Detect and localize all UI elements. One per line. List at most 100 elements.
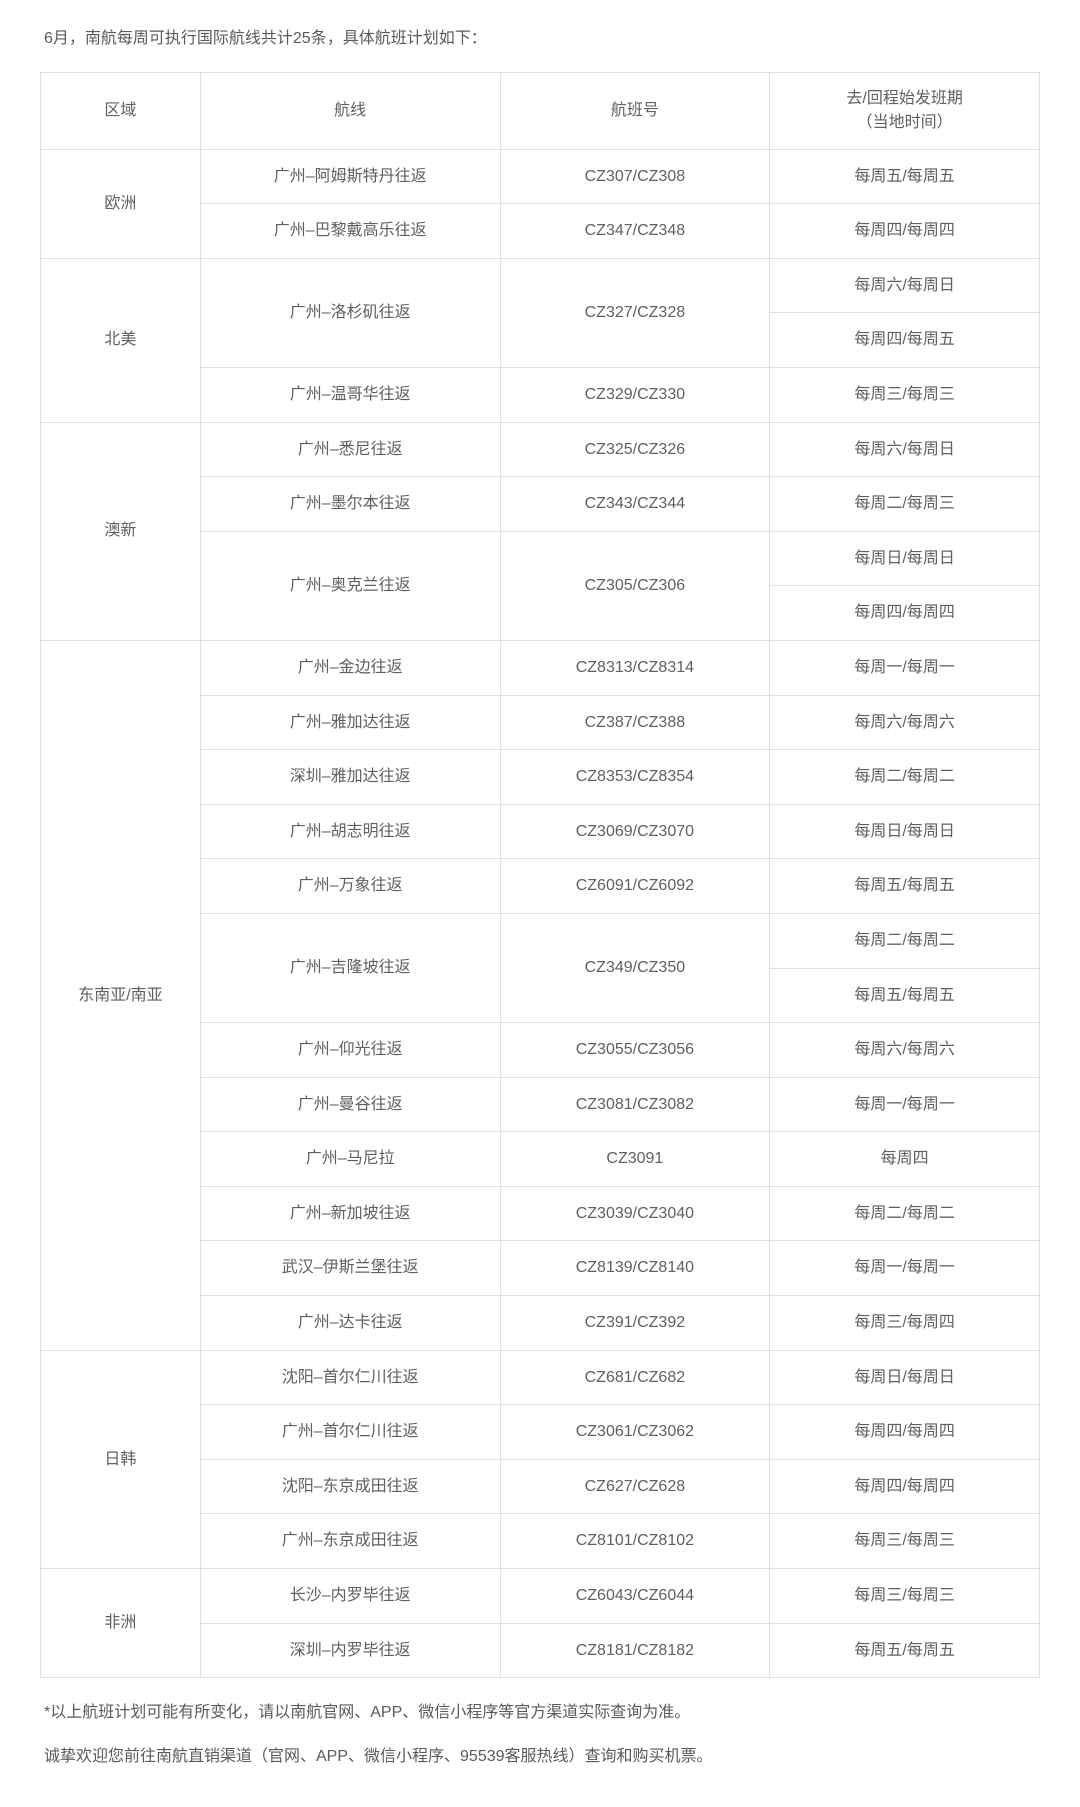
cell-schedule: 每周四/每周四 <box>770 586 1040 641</box>
cell-schedule: 每周一/每周一 <box>770 1077 1040 1132</box>
cell-flightno: CZ3039/CZ3040 <box>500 1186 770 1241</box>
cell-flightno: CZ6043/CZ6044 <box>500 1569 770 1624</box>
cell-route: 广州–胡志明往返 <box>200 804 500 859</box>
col-schedule-line1: 去/回程始发班期 <box>846 90 962 107</box>
cell-route: 广州–达卡往返 <box>200 1296 500 1351</box>
flight-schedule-table: 区域 航线 航班号 去/回程始发班期 （当地时间） 欧洲广州–阿姆斯特丹往返CZ… <box>40 72 1040 1679</box>
cell-region: 东南亚/南亚 <box>41 640 201 1350</box>
cell-schedule: 每周二/每周二 <box>770 1186 1040 1241</box>
cell-region: 北美 <box>41 258 201 422</box>
cell-schedule: 每周四/每周四 <box>770 1405 1040 1460</box>
cell-flightno: CZ8101/CZ8102 <box>500 1514 770 1569</box>
cell-flightno: CZ325/CZ326 <box>500 422 770 477</box>
col-route: 航线 <box>200 72 500 149</box>
cell-schedule: 每周五/每周五 <box>770 859 1040 914</box>
cell-route: 广州–奥克兰往返 <box>200 531 500 640</box>
cell-schedule: 每周日/每周日 <box>770 531 1040 586</box>
cell-schedule: 每周六/每周日 <box>770 422 1040 477</box>
cell-flightno: CZ305/CZ306 <box>500 531 770 640</box>
cell-flightno: CZ8181/CZ8182 <box>500 1623 770 1678</box>
cell-route: 广州–阿姆斯特丹往返 <box>200 149 500 204</box>
cell-flightno: CZ347/CZ348 <box>500 204 770 259</box>
cell-route: 广州–雅加达往返 <box>200 695 500 750</box>
cell-route: 广州–洛杉矶往返 <box>200 258 500 367</box>
cell-schedule: 每周三/每周三 <box>770 367 1040 422</box>
cell-route: 广州–万象往返 <box>200 859 500 914</box>
cell-flightno: CZ8313/CZ8314 <box>500 640 770 695</box>
cell-schedule: 每周四/每周四 <box>770 1459 1040 1514</box>
cell-route: 广州–吉隆坡往返 <box>200 913 500 1022</box>
cell-route: 沈阳–东京成田往返 <box>200 1459 500 1514</box>
cell-flightno: CZ627/CZ628 <box>500 1459 770 1514</box>
cell-flightno: CZ3069/CZ3070 <box>500 804 770 859</box>
cell-route: 广州–首尔仁川往返 <box>200 1405 500 1460</box>
cell-region: 欧洲 <box>41 149 201 258</box>
cell-schedule: 每周三/每周三 <box>770 1514 1040 1569</box>
cell-route: 广州–温哥华往返 <box>200 367 500 422</box>
cell-route: 深圳–雅加达往返 <box>200 750 500 805</box>
cell-schedule: 每周六/每周日 <box>770 258 1040 313</box>
cell-flightno: CZ307/CZ308 <box>500 149 770 204</box>
cell-route: 广州–东京成田往返 <box>200 1514 500 1569</box>
cell-schedule: 每周五/每周五 <box>770 968 1040 1023</box>
cell-route: 广州–曼谷往返 <box>200 1077 500 1132</box>
table-row: 日韩沈阳–首尔仁川往返CZ681/CZ682每周日/每周日 <box>41 1350 1040 1405</box>
cell-route: 广州–金边往返 <box>200 640 500 695</box>
cell-schedule: 每周日/每周日 <box>770 804 1040 859</box>
cell-schedule: 每周二/每周二 <box>770 750 1040 805</box>
cell-route: 广州–马尼拉 <box>200 1132 500 1187</box>
cell-schedule: 每周四/每周四 <box>770 204 1040 259</box>
cell-flightno: CZ329/CZ330 <box>500 367 770 422</box>
cell-flightno: CZ8139/CZ8140 <box>500 1241 770 1296</box>
cell-flightno: CZ8353/CZ8354 <box>500 750 770 805</box>
cell-schedule: 每周三/每周四 <box>770 1296 1040 1351</box>
table-row: 澳新广州–悉尼往返CZ325/CZ326每周六/每周日 <box>41 422 1040 477</box>
cell-schedule: 每周二/每周三 <box>770 477 1040 532</box>
cell-schedule: 每周六/每周六 <box>770 1023 1040 1078</box>
cell-route: 广州–悉尼往返 <box>200 422 500 477</box>
cell-flightno: CZ343/CZ344 <box>500 477 770 532</box>
cell-schedule: 每周三/每周三 <box>770 1569 1040 1624</box>
cell-flightno: CZ6091/CZ6092 <box>500 859 770 914</box>
cell-flightno: CZ349/CZ350 <box>500 913 770 1022</box>
cell-schedule: 每周日/每周日 <box>770 1350 1040 1405</box>
col-region: 区域 <box>41 72 201 149</box>
cell-flightno: CZ681/CZ682 <box>500 1350 770 1405</box>
intro-text: 6月，南航每周可执行国际航线共计25条，具体航班计划如下： <box>44 26 1040 52</box>
cell-flightno: CZ3061/CZ3062 <box>500 1405 770 1460</box>
cell-schedule: 每周五/每周五 <box>770 1623 1040 1678</box>
cell-schedule: 每周四 <box>770 1132 1040 1187</box>
cell-flightno: CZ3081/CZ3082 <box>500 1077 770 1132</box>
cell-route: 广州–墨尔本往返 <box>200 477 500 532</box>
cell-flightno: CZ3055/CZ3056 <box>500 1023 770 1078</box>
footnote-1: *以上航班计划可能有所变化，请以南航官网、APP、微信小程序等官方渠道实际查询为… <box>44 1700 1040 1726</box>
cell-schedule: 每周一/每周一 <box>770 640 1040 695</box>
cell-schedule: 每周六/每周六 <box>770 695 1040 750</box>
table-row: 欧洲广州–阿姆斯特丹往返CZ307/CZ308每周五/每周五 <box>41 149 1040 204</box>
cell-route: 深圳–内罗毕往返 <box>200 1623 500 1678</box>
cell-schedule: 每周一/每周一 <box>770 1241 1040 1296</box>
cell-flightno: CZ327/CZ328 <box>500 258 770 367</box>
cell-schedule: 每周五/每周五 <box>770 149 1040 204</box>
cell-schedule: 每周四/每周五 <box>770 313 1040 368</box>
cell-flightno: CZ387/CZ388 <box>500 695 770 750</box>
cell-route: 长沙–内罗毕往返 <box>200 1569 500 1624</box>
cell-route: 武汉–伊斯兰堡往返 <box>200 1241 500 1296</box>
cell-region: 澳新 <box>41 422 201 640</box>
table-row: 北美广州–洛杉矶往返CZ327/CZ328每周六/每周日 <box>41 258 1040 313</box>
table-row: 东南亚/南亚广州–金边往返CZ8313/CZ8314每周一/每周一 <box>41 640 1040 695</box>
cell-schedule: 每周二/每周二 <box>770 913 1040 968</box>
col-flightno: 航班号 <box>500 72 770 149</box>
cell-route: 沈阳–首尔仁川往返 <box>200 1350 500 1405</box>
col-schedule-line2: （当地时间） <box>857 114 953 131</box>
cell-flightno: CZ3091 <box>500 1132 770 1187</box>
col-schedule: 去/回程始发班期 （当地时间） <box>770 72 1040 149</box>
table-row: 非洲长沙–内罗毕往返CZ6043/CZ6044每周三/每周三 <box>41 1569 1040 1624</box>
cell-route: 广州–新加坡往返 <box>200 1186 500 1241</box>
footnote-2: 诚挚欢迎您前往南航直销渠道（官网、APP、微信小程序、95539客服热线）查询和… <box>44 1744 1040 1770</box>
cell-region: 日韩 <box>41 1350 201 1568</box>
table-header-row: 区域 航线 航班号 去/回程始发班期 （当地时间） <box>41 72 1040 149</box>
footnote-block: *以上航班计划可能有所变化，请以南航官网、APP、微信小程序等官方渠道实际查询为… <box>44 1700 1040 1769</box>
cell-region: 非洲 <box>41 1569 201 1678</box>
cell-flightno: CZ391/CZ392 <box>500 1296 770 1351</box>
